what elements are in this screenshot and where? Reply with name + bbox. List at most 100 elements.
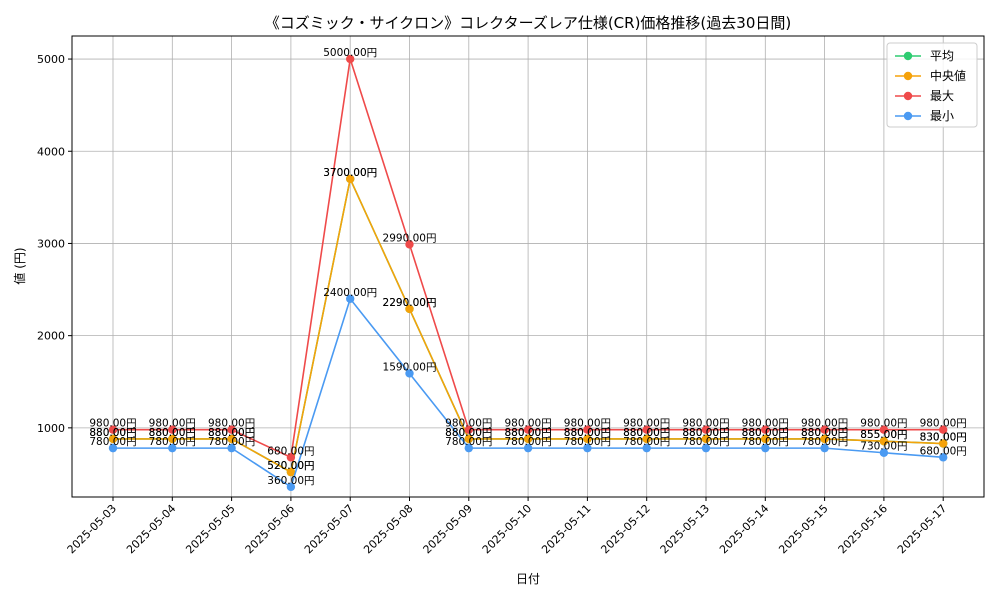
grid-layer <box>72 36 984 497</box>
data-label: 2290.00円 <box>383 297 437 309</box>
data-label: 880.00円 <box>89 427 136 439</box>
legend-swatch-marker <box>903 51 913 61</box>
series-point <box>464 443 473 453</box>
y-tick-label: 3000 <box>37 237 65 250</box>
data-label: 520.00円 <box>267 460 314 472</box>
series-point <box>168 425 177 434</box>
legend-swatch-marker <box>903 111 913 121</box>
data-label: 980.00円 <box>445 418 492 430</box>
series-point <box>108 434 118 444</box>
y-axis-label: 値 (円) <box>12 247 27 284</box>
data-label: 2990.00円 <box>383 232 437 244</box>
data-label: 980.00円 <box>504 418 551 430</box>
series-point <box>346 294 355 303</box>
legend-label: 中央値 <box>930 68 966 83</box>
data-label: 980.00円 <box>89 418 136 430</box>
data-label: 880.00円 <box>801 427 848 439</box>
data-label: 1590.00円 <box>383 361 437 373</box>
data-label: 3700.00円 <box>323 167 377 179</box>
series-point <box>583 443 592 453</box>
series-point <box>701 425 711 434</box>
series-point <box>761 434 770 444</box>
legend-box <box>886 42 978 128</box>
data-label: 780.00円 <box>89 436 136 448</box>
data-label: 880.00円 <box>149 427 196 439</box>
series-point <box>939 439 948 448</box>
series-point <box>879 448 889 457</box>
data-label: 780.00円 <box>801 436 848 448</box>
x-tick-label: 2025-05-08 <box>361 502 415 556</box>
x-tick-label: 2025-05-14 <box>717 502 771 556</box>
x-tick-label: 2025-05-04 <box>124 502 178 556</box>
x-tick-label: 2025-05-13 <box>658 502 712 556</box>
legend-swatch-marker <box>903 91 913 101</box>
series-point <box>523 443 533 453</box>
x-tick-label: 2025-05-05 <box>183 502 237 556</box>
series-point <box>108 425 118 434</box>
legend-label: 最大 <box>930 89 954 103</box>
data-label: 830.00円 <box>920 432 967 444</box>
series-point <box>879 437 889 446</box>
series-point <box>346 174 355 184</box>
x-tick-label: 2025-05-06 <box>243 502 297 556</box>
data-label: 980.00円 <box>149 418 196 430</box>
series-point <box>227 434 236 444</box>
y-tick-label: 5000 <box>37 53 65 66</box>
data-label: 730.00円 <box>860 441 907 453</box>
y-tick-label: 4000 <box>37 145 65 158</box>
series-point <box>879 425 889 434</box>
series-point <box>405 240 414 249</box>
series-point <box>820 443 829 453</box>
tick-layer: 1000 2000 3000 4000 5000 2025-05-03 2025-05-04… <box>37 53 949 556</box>
data-label: 780.00円 <box>682 436 729 448</box>
data-label: 880.00円 <box>149 427 196 439</box>
data-label: 880.00円 <box>623 427 670 439</box>
series-point <box>701 443 711 453</box>
series-point <box>642 434 651 444</box>
series-point <box>583 434 592 444</box>
data-label: 980.00円 <box>682 418 729 430</box>
data-label: 780.00円 <box>149 436 196 448</box>
series-point <box>405 369 414 378</box>
data-label: 780.00円 <box>623 436 670 448</box>
series-point <box>346 54 355 64</box>
data-label: 880.00円 <box>89 427 136 439</box>
data-label: 880.00円 <box>564 427 611 439</box>
data-label: 980.00円 <box>742 418 789 430</box>
series-point <box>583 425 592 434</box>
data-label: 980.00円 <box>801 418 848 430</box>
series-point <box>761 425 770 434</box>
series-point <box>464 434 473 444</box>
series-point <box>642 443 651 453</box>
data-label: 880.00円 <box>208 427 255 439</box>
data-label: 520.00円 <box>267 460 314 472</box>
series-layer <box>108 54 948 492</box>
data-label: 780.00円 <box>208 436 255 448</box>
data-label: 880.00円 <box>742 427 789 439</box>
data-label: 880.00円 <box>445 427 492 439</box>
data-label: 855.00円 <box>860 429 907 441</box>
legend-label: 平均 <box>930 49 954 63</box>
data-label: 780.00円 <box>564 436 611 448</box>
series-point <box>108 443 118 453</box>
data-label: 5000.00円 <box>323 47 377 59</box>
legend-swatch-marker <box>903 71 913 81</box>
data-label: 780.00円 <box>445 436 492 448</box>
legend-label: 最小 <box>930 109 954 123</box>
series-point <box>701 434 711 444</box>
chart-title: 《コズミック・サイクロン》コレクターズレア仕様(CR)価格推移(過去30日間) <box>265 14 791 32</box>
data-label: 2290.00円 <box>383 297 437 309</box>
data-label: 880.00円 <box>682 427 729 439</box>
data-label: 2400.00円 <box>323 287 377 299</box>
data-label: 980.00円 <box>564 418 611 430</box>
x-tick-label: 2025-05-15 <box>776 502 830 556</box>
data-label: 880.00円 <box>208 427 255 439</box>
series-point <box>227 425 236 434</box>
x-tick-label: 2025-05-09 <box>421 502 475 556</box>
x-tick-label: 2025-05-16 <box>836 502 890 556</box>
series-point <box>286 467 296 477</box>
data-label: 880.00円 <box>504 427 551 439</box>
series-point <box>820 434 829 444</box>
series-point <box>939 425 948 434</box>
